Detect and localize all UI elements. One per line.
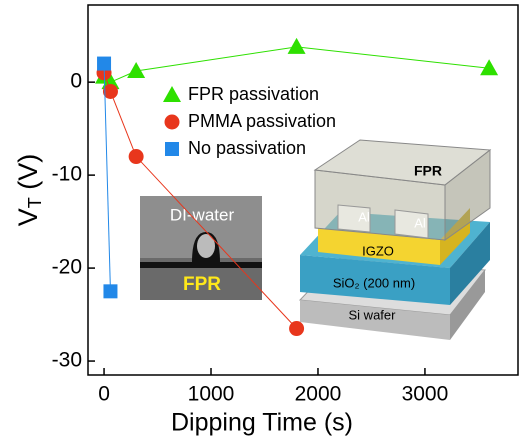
legend-label: PMMA passivation [188,111,336,131]
device-label: IGZO [362,243,394,258]
y-tick-label: -10 [52,163,82,186]
y-tick-label: -30 [52,349,82,372]
legend-marker [163,86,181,102]
marker [97,56,112,71]
x-tick-label: 1000 [188,383,235,406]
legend-label: No passivation [188,138,306,158]
series-line [103,63,111,292]
x-tick-label: 2000 [295,383,342,406]
fpr-side [444,148,491,241]
legend-marker [165,142,179,156]
sio2-side [450,222,490,305]
photo-label: DI-water [170,205,235,224]
device-label: Si wafer [349,307,397,322]
marker [101,73,120,90]
marker [289,321,305,337]
marker [128,149,144,165]
marker [103,284,118,299]
marker [480,59,499,76]
sio2-front [300,255,450,305]
series-line [103,72,297,329]
legend-marker [164,114,180,130]
marker [127,62,146,79]
igzo-front [318,228,440,265]
si-side [450,270,485,340]
si-front [300,300,450,340]
x-tick-label: 3000 [402,383,449,406]
device-inset: FPR Al Al IGZO SiO₂ (200 nm) Si wafer [298,139,492,340]
photo-label: FPR [183,274,221,295]
device-label: SiO₂ (200 nm) [333,275,415,290]
y-tick-label: 0 [70,70,82,93]
x-axis-label: Dipping Time (s) [171,409,353,437]
marker [287,37,306,54]
device-label: Al [358,209,370,224]
y-tick-label: -20 [52,256,82,279]
y-label-part: V [13,208,43,226]
y-label-part: (V) [13,154,43,198]
y-label-part: T [25,197,45,208]
legend-label: FPR passivation [188,84,319,104]
device-label: Al [414,215,426,230]
al-electrode [337,204,371,233]
marker [102,83,118,99]
photo-inset: DI-water FPR [140,196,262,300]
al-electrode [394,209,429,239]
droplet-highlight [197,234,215,258]
y-axis-label: VT (V) [13,154,45,227]
device-label: FPR [414,163,442,179]
plot-frame [87,4,519,376]
x-tick-label: 0 [98,383,110,406]
